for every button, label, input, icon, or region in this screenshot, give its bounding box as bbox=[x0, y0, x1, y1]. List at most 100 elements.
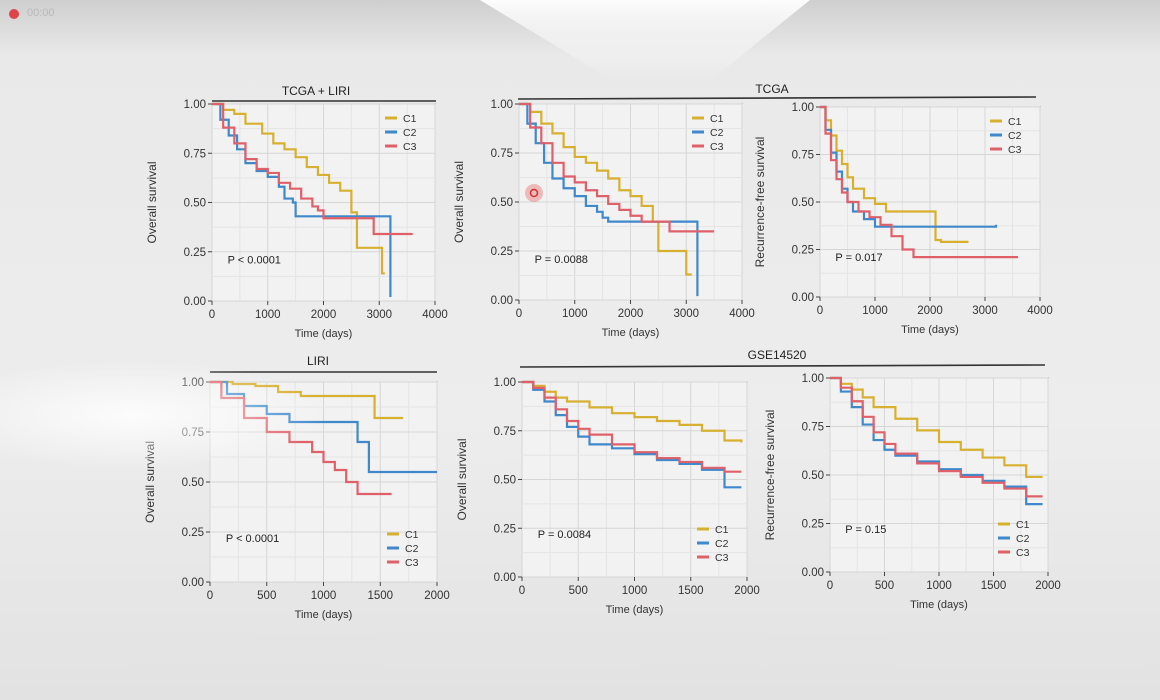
p-value-label: P = 0.15 bbox=[845, 524, 886, 536]
y-tick-label: 1.00 bbox=[802, 373, 824, 385]
legend-entry: C3 bbox=[1008, 144, 1022, 156]
y-tick-label: 0.75 bbox=[494, 426, 516, 438]
legend-entry: C2 bbox=[1008, 130, 1022, 142]
y-tick-label: 0.50 bbox=[184, 198, 206, 210]
y-axis-label: Recurrence-free survival bbox=[753, 137, 767, 268]
legend: C1 C2 C3 bbox=[387, 529, 419, 569]
legend-entry: C1 bbox=[1008, 116, 1022, 128]
group-header-rule bbox=[519, 364, 1046, 368]
record-timer: 00:00 bbox=[27, 7, 55, 19]
y-tick-label: 0.00 bbox=[792, 292, 814, 304]
p-value-label: P = 0.0088 bbox=[535, 254, 588, 266]
x-tick-label: 2000 bbox=[618, 308, 644, 320]
y-tick-label: 0.25 bbox=[182, 527, 204, 539]
legend-entry: C3 bbox=[403, 141, 417, 153]
x-axis-label: Time (days) bbox=[295, 609, 353, 621]
legend-entry: C1 bbox=[403, 113, 417, 125]
record-indicator-icon bbox=[9, 9, 19, 19]
x-axis-label: Time (days) bbox=[602, 327, 660, 339]
legend: C1 C2 C3 bbox=[385, 113, 417, 153]
legend-entry: C2 bbox=[405, 543, 419, 555]
legend: C1 C2 C3 bbox=[697, 524, 729, 564]
p-value-label: P < 0.0001 bbox=[228, 255, 281, 267]
survival-curve-c2 bbox=[519, 102, 699, 297]
y-tick-label: 0.50 bbox=[491, 197, 513, 209]
y-tick-label: 0.25 bbox=[494, 523, 516, 535]
legend-entry: C3 bbox=[405, 557, 419, 569]
survival-curve-c2 bbox=[830, 376, 1043, 506]
x-tick-label: 1000 bbox=[926, 580, 952, 592]
survival-curve-c3 bbox=[820, 105, 1018, 259]
x-tick-label: 1500 bbox=[981, 580, 1007, 592]
y-tick-label: 0.75 bbox=[184, 148, 206, 160]
x-axis-label: Time (days) bbox=[901, 324, 959, 336]
survival-curve-c3 bbox=[212, 102, 413, 236]
y-tick-label: 0.00 bbox=[802, 567, 824, 579]
y-tick-label: 1.00 bbox=[184, 99, 206, 111]
y-tick-label: 0.00 bbox=[182, 577, 204, 589]
y-tick-label: 0.25 bbox=[184, 247, 206, 259]
cursor-marker-icon bbox=[525, 184, 543, 202]
x-tick-label: 2000 bbox=[311, 309, 337, 321]
group-header-rule bbox=[517, 96, 1037, 100]
legend: C1 C2 C3 bbox=[692, 113, 724, 153]
group-header-label: LIRI bbox=[307, 354, 329, 368]
x-tick-label: 0 bbox=[209, 309, 215, 321]
cursor-marker-ring bbox=[529, 188, 539, 198]
y-axis-label: Overall survival bbox=[452, 161, 466, 243]
y-axis-label: Recurrence-free survival bbox=[763, 410, 777, 541]
x-tick-label: 1000 bbox=[255, 309, 281, 321]
y-tick-label: 1.00 bbox=[491, 99, 513, 111]
legend-entry: C1 bbox=[405, 529, 419, 541]
y-tick-label: 0.00 bbox=[184, 296, 206, 308]
legend-entry: C2 bbox=[710, 127, 724, 139]
x-tick-label: 2000 bbox=[917, 305, 943, 317]
x-axis-label: Time (days) bbox=[606, 604, 664, 616]
group-header-label: GSE14520 bbox=[748, 348, 807, 362]
x-tick-label: 2000 bbox=[1035, 580, 1061, 592]
legend-entry: C3 bbox=[1016, 547, 1030, 559]
x-tick-label: 1000 bbox=[622, 585, 648, 597]
x-tick-label: 3000 bbox=[673, 308, 699, 320]
x-tick-label: 500 bbox=[569, 585, 588, 597]
y-tick-label: 0.00 bbox=[494, 572, 516, 584]
survival-curve-c3 bbox=[522, 380, 742, 473]
x-tick-label: 2000 bbox=[424, 590, 450, 602]
y-tick-label: 1.00 bbox=[494, 377, 516, 389]
y-tick-label: 1.00 bbox=[792, 102, 814, 114]
y-tick-label: 0.75 bbox=[792, 150, 814, 162]
x-tick-label: 0 bbox=[207, 590, 213, 602]
legend: C1 C2 C3 bbox=[990, 116, 1022, 156]
y-tick-label: 0.75 bbox=[182, 427, 204, 439]
y-tick-label: 0.50 bbox=[802, 470, 824, 482]
x-tick-label: 0 bbox=[827, 580, 833, 592]
group-header-label: TCGA bbox=[755, 82, 788, 96]
x-tick-label: 1000 bbox=[862, 305, 888, 317]
x-axis-label: Time (days) bbox=[295, 328, 353, 340]
y-axis-label: Overall survival bbox=[455, 438, 469, 520]
group-header-gse14520: GSE14520 bbox=[519, 348, 1046, 368]
survival-panel-tcga-rfs: 0 1000 2000 3000 4000 0.00 0.25 0.50 0.75 1.00 Tim… bbox=[753, 102, 1053, 336]
x-tick-label: 4000 bbox=[1027, 305, 1053, 317]
legend-entry: C2 bbox=[1016, 533, 1030, 545]
group-header-tcga: TCGA bbox=[517, 82, 1037, 100]
survival-panel-gse14520-rfs: 0 500 1000 1500 2000 0.00 0.25 0.50 0.75 1.00 Time… bbox=[763, 373, 1061, 611]
survival-curve-c2 bbox=[522, 380, 742, 489]
y-tick-label: 0.50 bbox=[182, 477, 204, 489]
y-tick-label: 0.75 bbox=[802, 422, 824, 434]
y-tick-label: 0.50 bbox=[494, 475, 516, 487]
legend-entry: C3 bbox=[710, 141, 724, 153]
y-axis-label: Overall survival bbox=[143, 441, 157, 523]
legend-entry: C1 bbox=[1016, 519, 1030, 531]
x-tick-label: 1500 bbox=[367, 590, 393, 602]
x-axis-label: Time (days) bbox=[910, 599, 968, 611]
y-tick-label: 0.25 bbox=[802, 519, 824, 531]
survival-panel-liri-os: 0 500 1000 1500 2000 0.00 0.25 0.50 0.75 1.00 Time… bbox=[143, 377, 450, 621]
y-tick-label: 0.50 bbox=[792, 197, 814, 209]
group-header-tcga-liri: TCGA + LIRI bbox=[212, 84, 436, 102]
x-tick-label: 0 bbox=[519, 585, 525, 597]
x-tick-label: 1500 bbox=[678, 585, 704, 597]
y-tick-label: 0.75 bbox=[491, 148, 513, 160]
y-axis-label: Overall survival bbox=[145, 161, 159, 243]
p-value-label: P = 0.017 bbox=[835, 252, 882, 264]
